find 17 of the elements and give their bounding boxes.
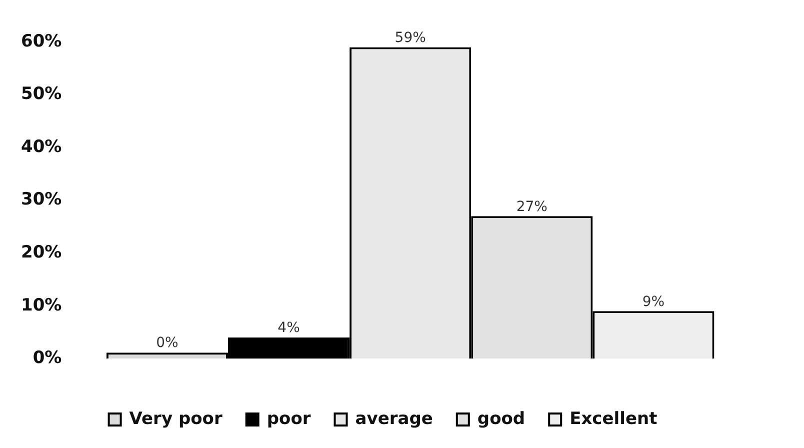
y-tick-label: 30% — [20, 190, 62, 210]
legend-label: good — [477, 408, 526, 429]
y-tick-label: 20% — [20, 242, 62, 262]
data-label: 59% — [394, 30, 426, 46]
legend-label: Excellent — [570, 408, 658, 429]
data-label: 27% — [516, 198, 548, 215]
y-tick-label: 50% — [20, 84, 62, 104]
legend-label: average — [355, 408, 433, 429]
data-label: 4% — [278, 320, 300, 336]
y-tick-label: 10% — [20, 295, 62, 316]
y-tick-label: 60% — [20, 31, 62, 52]
y-tick-label: 40% — [20, 136, 62, 157]
legend-label: Very poor — [129, 408, 223, 429]
legend-label: poor — [266, 408, 312, 429]
data-label: 0% — [156, 335, 178, 352]
y-tick-label: 0% — [32, 348, 62, 368]
data-label: 9% — [642, 294, 665, 310]
